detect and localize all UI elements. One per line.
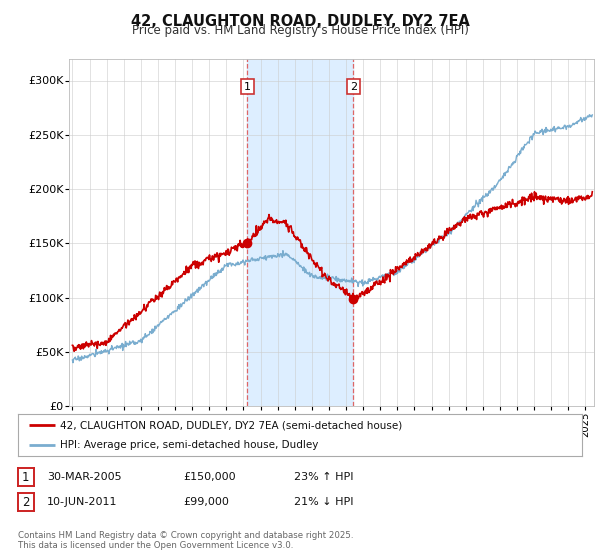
Text: 1: 1	[244, 82, 251, 92]
Text: 23% ↑ HPI: 23% ↑ HPI	[294, 472, 353, 482]
Text: Price paid vs. HM Land Registry's House Price Index (HPI): Price paid vs. HM Land Registry's House …	[131, 24, 469, 37]
Text: £99,000: £99,000	[183, 497, 229, 507]
Text: HPI: Average price, semi-detached house, Dudley: HPI: Average price, semi-detached house,…	[60, 440, 319, 450]
Text: £150,000: £150,000	[183, 472, 236, 482]
Bar	[247, 59, 353, 406]
Text: 1: 1	[22, 470, 29, 484]
Text: 2: 2	[22, 496, 29, 509]
Text: 2: 2	[350, 82, 357, 92]
Text: Contains HM Land Registry data © Crown copyright and database right 2025.
This d: Contains HM Land Registry data © Crown c…	[18, 531, 353, 550]
Text: 42, CLAUGHTON ROAD, DUDLEY, DY2 7EA (semi-detached house): 42, CLAUGHTON ROAD, DUDLEY, DY2 7EA (sem…	[60, 421, 403, 430]
Text: 21% ↓ HPI: 21% ↓ HPI	[294, 497, 353, 507]
Text: 30-MAR-2005: 30-MAR-2005	[47, 472, 121, 482]
Text: 42, CLAUGHTON ROAD, DUDLEY, DY2 7EA: 42, CLAUGHTON ROAD, DUDLEY, DY2 7EA	[131, 14, 469, 29]
Text: 10-JUN-2011: 10-JUN-2011	[47, 497, 118, 507]
